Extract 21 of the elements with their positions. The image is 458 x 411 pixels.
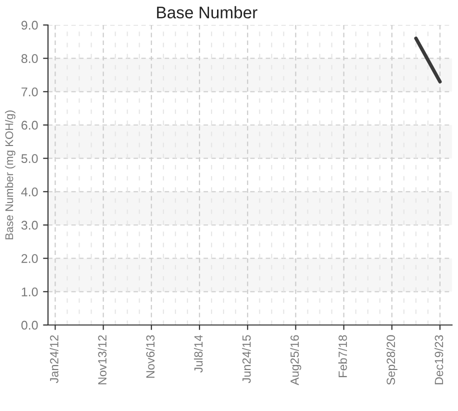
y-tick-label: 9.0: [21, 20, 38, 30]
x-tick-label: Sep28/20: [386, 335, 398, 385]
x-tick-label: Aug25/16: [290, 335, 302, 386]
y-tick-label: 7.0: [22, 87, 38, 96]
y-tick-label: 0.0: [21, 320, 38, 330]
y-tick-label: 4.0: [21, 187, 38, 196]
x-tick-label: Dec19/23: [434, 335, 444, 384]
y-tick-label: 1.0: [22, 287, 38, 296]
y-tick-label: 3.0: [21, 220, 38, 230]
x-tick-label: Jun24/15: [242, 335, 251, 384]
x-tick-label: Jul8/14: [194, 335, 203, 373]
y-tick-label: 2.0: [22, 254, 38, 263]
y-axis-title: Base Number (mg KOH/g): [4, 110, 16, 240]
chart-title: Base Number: [157, 6, 258, 18]
x-tick-label: Feb7/18: [338, 335, 347, 378]
x-tick-label: Nov6/13: [146, 335, 155, 378]
x-tick-label: Jan24/12: [50, 335, 58, 384]
x-tick-label: Nov13/12: [98, 335, 106, 384]
y-tick-label: 6.0: [22, 120, 38, 130]
y-tick-label: 8.0: [21, 54, 38, 63]
y-tick-label: 5.0: [21, 154, 38, 163]
